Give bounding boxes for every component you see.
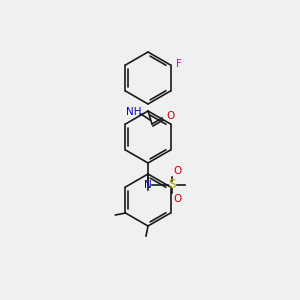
- Text: NH: NH: [126, 107, 142, 117]
- Text: F: F: [176, 59, 182, 69]
- Text: N: N: [144, 180, 152, 190]
- Text: O: O: [173, 166, 181, 176]
- Text: S: S: [168, 178, 176, 191]
- Text: O: O: [173, 194, 181, 204]
- Text: O: O: [166, 111, 174, 121]
